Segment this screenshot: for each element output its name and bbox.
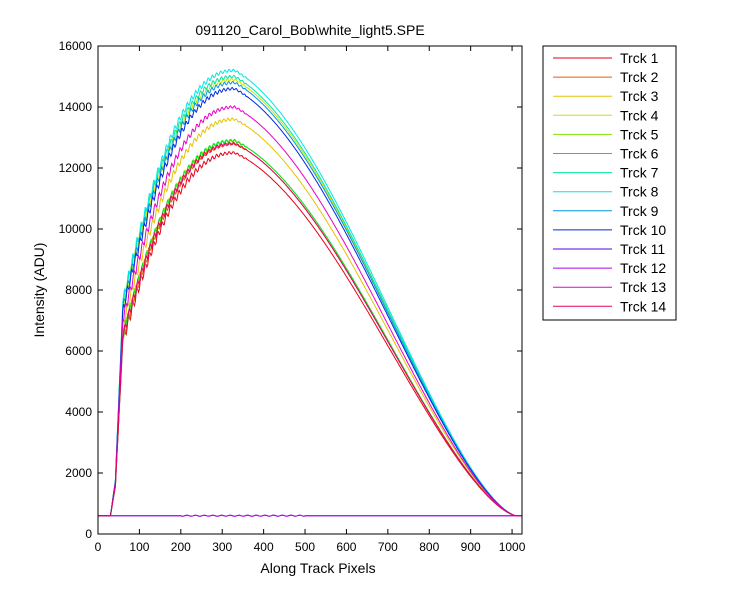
series-line-10 bbox=[98, 86, 522, 517]
legend-entry: Trck 8 bbox=[620, 184, 659, 200]
y-tick-label: 6000 bbox=[65, 344, 92, 358]
y-tick-label: 10000 bbox=[59, 222, 93, 236]
legend-entry: Trck 5 bbox=[620, 126, 659, 142]
legend: Trck 1 Trck 2 Trck 3 Trck 4 Trck 5 Trck 6 Trck… bbox=[542, 45, 677, 321]
x-tick-label: 600 bbox=[336, 540, 356, 554]
series-line-3 bbox=[98, 117, 522, 517]
legend-entry: Trck 14 bbox=[620, 298, 666, 314]
legend-box bbox=[542, 45, 677, 321]
x-tick-label: 900 bbox=[461, 540, 481, 554]
x-tick-label: 1000 bbox=[499, 540, 526, 554]
legend-entry: Trck 11 bbox=[620, 241, 665, 257]
series-line-8 bbox=[98, 68, 522, 517]
y-tick-label: 0 bbox=[85, 527, 92, 541]
series-line-1 bbox=[98, 151, 522, 517]
x-tick-label: 500 bbox=[295, 540, 315, 554]
y-tick-label: 12000 bbox=[59, 161, 93, 175]
y-tick-label: 8000 bbox=[65, 283, 92, 297]
plot-area bbox=[97, 45, 523, 535]
x-tick-label: 300 bbox=[212, 540, 232, 554]
legend-entry: Trck 10 bbox=[620, 222, 666, 238]
y-tick-label: 2000 bbox=[65, 466, 92, 480]
legend-entry: Trck 13 bbox=[620, 279, 666, 295]
legend-entry: Trck 12 bbox=[620, 260, 666, 276]
series-line-13 bbox=[98, 105, 522, 517]
y-tick-label: 4000 bbox=[65, 405, 92, 419]
y-tick-label: 16000 bbox=[59, 39, 93, 53]
y-tick-label: 14000 bbox=[59, 100, 93, 114]
x-tick-label: 0 bbox=[95, 540, 102, 554]
series-line-14 bbox=[98, 141, 522, 517]
x-axis: 0 100 200 300 400 500 600 700 800 900 1000 bbox=[95, 46, 526, 554]
y-axis-label: Intensity (ADU) bbox=[31, 243, 47, 338]
legend-entry: Trck 6 bbox=[620, 146, 659, 162]
x-tick-label: 800 bbox=[419, 540, 439, 554]
series-lines bbox=[98, 68, 522, 517]
x-tick-label: 700 bbox=[378, 540, 398, 554]
legend-entry: Trck 7 bbox=[620, 165, 659, 181]
legend-entry: Trck 9 bbox=[620, 203, 659, 219]
legend-entry: Trck 4 bbox=[620, 107, 659, 123]
x-tick-label: 400 bbox=[254, 540, 274, 554]
chart-title: 091120_Carol_Bob\white_light5.SPE bbox=[195, 22, 424, 38]
series-line-12 bbox=[98, 514, 522, 517]
legend-entry: Trck 1 bbox=[620, 50, 659, 66]
x-tick-label: 200 bbox=[171, 540, 191, 554]
plot-background bbox=[98, 46, 522, 534]
x-tick-label: 100 bbox=[129, 540, 149, 554]
y-axis: 0 2000 4000 6000 8000 10000 12000 14000 16000 bbox=[59, 39, 522, 541]
x-axis-label: Along Track Pixels bbox=[260, 560, 375, 576]
legend-entry: Trck 3 bbox=[620, 88, 659, 104]
legend-entry: Trck 2 bbox=[620, 69, 659, 85]
